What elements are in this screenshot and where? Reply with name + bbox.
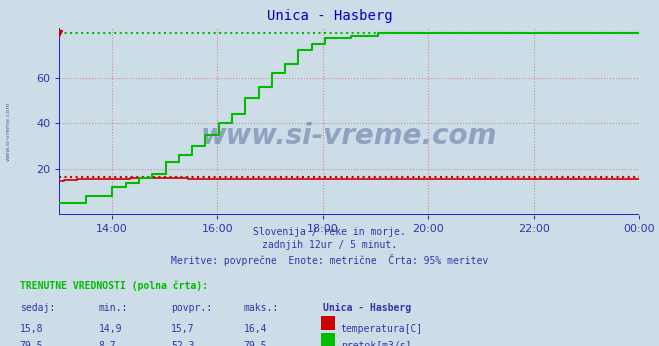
Text: maks.:: maks.: bbox=[244, 303, 279, 313]
Text: 15,7: 15,7 bbox=[171, 324, 195, 334]
Text: TRENUTNE VREDNOSTI (polna črta):: TRENUTNE VREDNOSTI (polna črta): bbox=[20, 280, 208, 291]
Text: povpr.:: povpr.: bbox=[171, 303, 212, 313]
Text: 15,8: 15,8 bbox=[20, 324, 43, 334]
Text: 8,7: 8,7 bbox=[99, 341, 117, 346]
Text: 16,4: 16,4 bbox=[244, 324, 268, 334]
Text: Unica - Hasberg: Unica - Hasberg bbox=[323, 303, 411, 313]
Text: min.:: min.: bbox=[99, 303, 129, 313]
Text: 14,9: 14,9 bbox=[99, 324, 123, 334]
Text: 79,5: 79,5 bbox=[20, 341, 43, 346]
Text: Meritve: povprečne  Enote: metrične  Črta: 95% meritev: Meritve: povprečne Enote: metrične Črta:… bbox=[171, 254, 488, 266]
Text: 52,3: 52,3 bbox=[171, 341, 195, 346]
Text: www.si-vreme.com: www.si-vreme.com bbox=[201, 122, 498, 150]
Text: sedaj:: sedaj: bbox=[20, 303, 55, 313]
Text: zadnjih 12ur / 5 minut.: zadnjih 12ur / 5 minut. bbox=[262, 240, 397, 251]
Text: Unica - Hasberg: Unica - Hasberg bbox=[267, 9, 392, 22]
Text: www.si-vreme.com: www.si-vreme.com bbox=[5, 102, 11, 161]
Text: pretok[m3/s]: pretok[m3/s] bbox=[341, 341, 411, 346]
Text: Slovenija / reke in morje.: Slovenija / reke in morje. bbox=[253, 227, 406, 237]
Text: 79,5: 79,5 bbox=[244, 341, 268, 346]
Text: temperatura[C]: temperatura[C] bbox=[341, 324, 423, 334]
